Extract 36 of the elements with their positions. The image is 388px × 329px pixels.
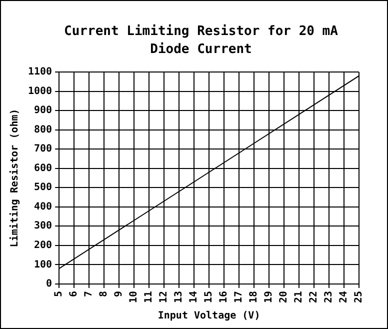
y-tick-label: 200 [34,240,52,252]
x-tick-label: 11 [144,290,155,304]
x-tick-label: 6 [68,290,80,297]
x-tick-label: 22 [308,290,320,304]
x-tick-label: 24 [338,290,350,304]
y-tick-label: 100 [34,259,52,270]
x-tick-label: 5 [54,290,65,297]
x-tick-label: 15 [204,290,215,304]
y-tick-label: 500 [34,182,52,194]
x-tick-label: 25 [354,290,365,304]
x-axis-title: Input Voltage (V) [158,310,260,322]
y-tick-label: 800 [34,124,52,136]
y-tick-label: 900 [34,105,52,116]
x-tick-label: 10 [128,290,140,304]
x-tick-label: 8 [98,290,110,297]
x-tick-label: 7 [84,290,95,297]
y-tick-label: 400 [34,201,52,212]
y-tick-label: 0 [46,278,52,290]
x-tick-label: 9 [114,290,125,297]
chart-title: Current Limiting Resistor for 20 mA Diode Current [63,23,339,59]
y-tick-label: 1100 [28,66,52,78]
y-axis-title: Limiting Resistor (ohm) [8,108,21,248]
x-tick-label: 21 [294,290,305,304]
y-tick-label: 300 [34,220,52,232]
x-tick-label: 17 [234,290,245,304]
x-tick-label: 23 [324,290,335,304]
y-tick-label: 1000 [28,86,52,97]
x-tick-label: 20 [278,290,290,304]
x-tick-label: 12 [158,290,170,304]
y-tick-label: 700 [34,144,52,155]
x-tick-label: 18 [248,290,260,304]
x-tick-label: 16 [218,290,230,304]
x-tick-label: 14 [188,290,200,304]
y-tick-label: 600 [34,162,52,174]
x-tick-label: 13 [174,290,185,304]
x-tick-label: 19 [264,290,275,304]
